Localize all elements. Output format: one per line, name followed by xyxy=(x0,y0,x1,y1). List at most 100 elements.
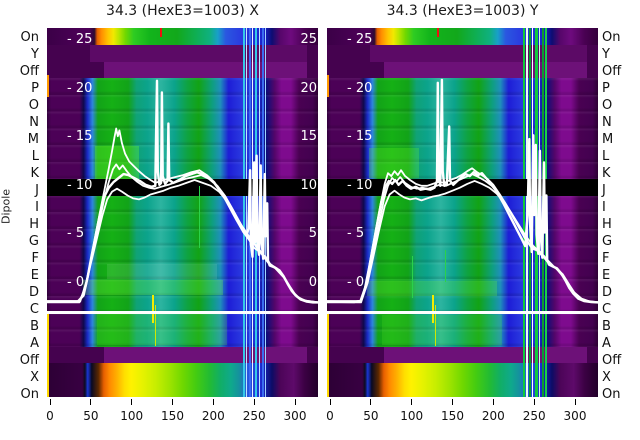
row-label-left: N xyxy=(29,115,39,130)
row-label-right: J xyxy=(602,183,606,198)
row-label-left: O xyxy=(28,98,39,113)
y-tick-label-right: 5 xyxy=(308,226,317,242)
x-tick-mark xyxy=(90,399,92,405)
row-label-right: A xyxy=(602,336,611,351)
y-tick-label-left: - 15 xyxy=(347,129,373,145)
curve-svg xyxy=(327,78,598,304)
accent-line xyxy=(445,250,446,282)
x-tick-label: 200 xyxy=(481,409,505,423)
bright-patch xyxy=(83,280,223,295)
x-tick-mark xyxy=(452,399,453,405)
y-tick-label-right: 15 xyxy=(300,129,317,145)
row-label-left: H xyxy=(29,217,39,232)
y-tick-label-left: - 25 xyxy=(67,32,93,47)
row-label-right: L xyxy=(602,149,610,164)
x-tick-mark xyxy=(370,399,372,405)
accent-line xyxy=(412,256,413,298)
row-label-left: Off xyxy=(19,64,39,79)
x-tick-label: 250 xyxy=(522,409,546,423)
bright-patch xyxy=(97,314,227,345)
trace-line xyxy=(327,173,598,304)
accent-line xyxy=(47,313,49,397)
x-tick-mark xyxy=(131,399,133,405)
x-tick-mark xyxy=(533,399,535,405)
trace-line xyxy=(47,79,318,304)
x-tick-label: 300 xyxy=(563,409,587,423)
x-tick-mark xyxy=(253,399,255,405)
row-label-right: O xyxy=(602,98,613,113)
white-hline xyxy=(47,310,318,314)
bright-patch xyxy=(107,264,217,279)
row-label-left: B xyxy=(30,319,39,334)
row-label-right: Y xyxy=(602,47,610,62)
x-tick-mark xyxy=(411,399,413,405)
row-label-left: G xyxy=(28,234,39,249)
x-tick-mark xyxy=(492,399,494,405)
row-label-right: On xyxy=(602,387,621,402)
y-tick-label-left: - 25 xyxy=(347,32,373,47)
y-tick-label-right: 25 xyxy=(300,32,317,47)
row-label-right: E xyxy=(602,268,611,283)
y-tick-label-left: - 20 xyxy=(67,80,93,96)
row-label-left: On xyxy=(20,30,39,45)
accent-line xyxy=(327,75,329,97)
bright-patch xyxy=(367,281,497,296)
band-main-body xyxy=(327,78,598,347)
row-label-right: G xyxy=(602,234,613,249)
row-label-right: P xyxy=(602,81,610,96)
x-tick-label: 100 xyxy=(400,409,424,423)
curve-svg xyxy=(47,79,318,304)
trace-line xyxy=(327,179,598,304)
x-tick-mark xyxy=(172,399,173,405)
stripe-line xyxy=(243,28,245,397)
trace-line xyxy=(47,179,318,304)
heatmap-panel-x: - 25 - 20 - 15 - 10 - 5 - 0 25 20 15 10 5 0 xyxy=(47,28,318,397)
x-tick-label: 250 xyxy=(242,409,266,423)
stripe-line xyxy=(523,28,525,397)
row-label-left: F xyxy=(31,251,39,266)
x-tick-mark xyxy=(329,399,331,405)
row-shading-overlay xyxy=(47,78,318,347)
y-tick-label-left: - 0 xyxy=(347,275,365,290)
row-label-left: M xyxy=(27,132,39,147)
x-tick-label: 0 xyxy=(326,409,334,423)
row-label-left: D xyxy=(28,285,39,300)
row-label-right: B xyxy=(602,319,611,334)
row-label-left: On xyxy=(20,387,39,402)
row-label-right: X xyxy=(602,370,611,385)
x-tick-mark xyxy=(49,399,51,405)
x-tick-label: 150 xyxy=(161,409,184,423)
row-label-right: M xyxy=(602,132,614,147)
y-tick-label-left: - 5 xyxy=(67,226,85,242)
row-label-left: Y xyxy=(31,47,39,62)
row-shading-overlay xyxy=(327,78,598,347)
row-label-right: C xyxy=(602,302,612,317)
band-main-body xyxy=(47,78,318,347)
y-tick-label-right: 0 xyxy=(308,275,317,290)
accent-line xyxy=(437,28,439,37)
row-label-left: C xyxy=(29,302,39,317)
row-label-right: H xyxy=(602,217,612,232)
x-tick-label: 200 xyxy=(201,409,225,423)
bright-patch xyxy=(382,315,502,345)
heatmap-panel-y: - 25 - 20 - 15 - 10 - 5 - 0 xyxy=(327,28,598,397)
y-tick-label-left: - 15 xyxy=(67,129,93,145)
x-tick-label: 0 xyxy=(46,409,54,423)
row-label-left: P xyxy=(31,81,39,96)
y-tick-label-right: 10 xyxy=(300,177,317,193)
accent-line xyxy=(327,313,329,397)
y-tick-label-left: - 20 xyxy=(347,80,373,96)
row-label-right: Off xyxy=(602,64,622,79)
row-label-left: X xyxy=(30,370,39,385)
white-hline xyxy=(327,310,598,314)
x-tick-mark xyxy=(212,399,214,405)
y-tick-label-right: 20 xyxy=(300,80,317,96)
panel-title-y: 34.3 (HexE3=1003) Y xyxy=(386,3,539,19)
row-label-right: On xyxy=(602,30,621,45)
panel-title-x: 34.3 (HexE3=1003) X xyxy=(106,3,259,19)
row-label-left: K xyxy=(30,166,39,181)
row-label-right: N xyxy=(602,115,612,130)
accent-line xyxy=(47,75,49,97)
row-label-right: K xyxy=(602,166,611,181)
y-tick-label-left: - 10 xyxy=(67,177,93,193)
